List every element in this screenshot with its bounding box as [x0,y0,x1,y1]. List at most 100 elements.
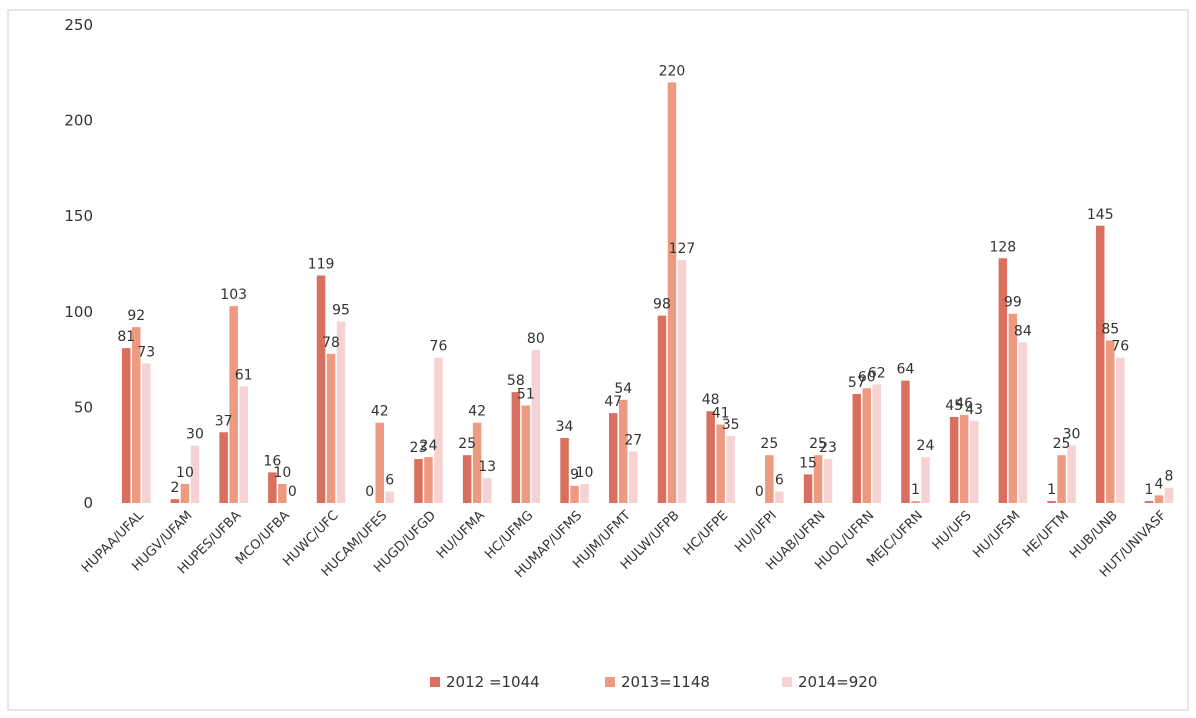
bar [278,483,287,503]
bar [969,420,979,503]
data-label: 103 [220,287,247,303]
data-label: 57 [848,375,866,391]
data-label: 23 [819,440,837,456]
data-label: 42 [468,404,486,420]
data-label: 46 [955,396,973,412]
data-label: 27 [624,432,642,448]
bar [239,386,248,503]
data-label: 145 [1087,207,1114,223]
data-label: 0 [755,484,764,500]
data-label: 43 [965,402,983,418]
bar [560,437,569,503]
bar [336,321,346,503]
data-labels: 8192732103037103611610011978950426232476… [117,63,1173,500]
data-label: 47 [604,394,622,410]
bar [872,384,881,503]
data-label: 61 [235,367,253,383]
data-label: 34 [556,419,574,435]
bar-series [122,82,1174,504]
bar [959,415,969,503]
legend: 2012 =1044 2013=1148 2014=920 [430,673,877,691]
data-label: 15 [799,455,817,471]
data-label: 37 [215,413,233,429]
bar [1096,225,1105,503]
bar [706,411,715,503]
bar [219,432,228,503]
bar [1164,487,1174,503]
bar [122,348,131,503]
bar [521,405,531,503]
data-label: 13 [478,459,496,475]
data-label: 41 [712,406,730,422]
data-label: 51 [517,386,535,402]
data-label: 6 [775,473,784,489]
data-label: 10 [273,465,291,481]
bar [657,315,667,503]
data-label: 1 [911,482,920,498]
bar [619,399,628,503]
data-label: 85 [1101,321,1119,337]
bar [511,392,521,503]
data-label: 42 [371,404,389,420]
data-label: 76 [430,339,448,355]
data-label: 73 [137,344,155,360]
bar [677,260,687,503]
y-tick-label: 200 [64,112,93,130]
data-label: 16 [263,453,281,469]
legend-swatch [605,677,615,687]
data-label: 48 [702,392,720,408]
legend-label: 2013=1148 [621,673,710,691]
bar [667,82,677,504]
legend-label: 2014=920 [798,673,877,691]
bar [570,485,579,503]
bar [142,363,151,503]
data-label: 30 [1063,427,1081,443]
bar [180,483,190,503]
data-label: 25 [458,436,476,452]
data-label: 45 [945,398,963,414]
bar [1067,445,1076,503]
bar [803,474,813,503]
data-label: 24 [917,438,935,454]
bar [823,459,833,503]
data-label: 1 [1144,482,1153,498]
bar [434,357,443,503]
data-label: 0 [288,484,297,500]
bar [531,350,541,503]
data-label: 220 [659,63,686,79]
bar [1008,313,1018,503]
bar [911,501,920,503]
bar [170,499,180,503]
bar [998,258,1008,503]
bar [229,306,238,503]
data-label: 54 [614,381,632,397]
data-label: 24 [420,438,438,454]
bar [1047,501,1056,503]
bar [472,422,482,503]
data-label: 80 [527,331,545,347]
bar [132,327,141,503]
data-label: 92 [127,308,145,324]
data-label: 64 [897,362,915,378]
data-label: 0 [365,484,374,500]
plot-border [7,9,1189,711]
data-label: 35 [722,417,740,433]
bar [716,424,725,503]
bar [949,416,959,503]
y-tick-label: 250 [64,16,93,34]
legend-swatch [782,677,792,687]
bar [316,275,326,503]
bar [1057,455,1066,503]
bar [852,394,861,503]
bar [268,472,277,503]
bar [414,459,423,503]
data-label: 25 [1053,436,1071,452]
data-label: 23 [410,440,428,456]
bar [862,388,871,503]
data-label: 78 [322,335,340,351]
bar [482,478,492,503]
data-label: 10 [176,465,194,481]
data-label: 58 [507,373,525,389]
